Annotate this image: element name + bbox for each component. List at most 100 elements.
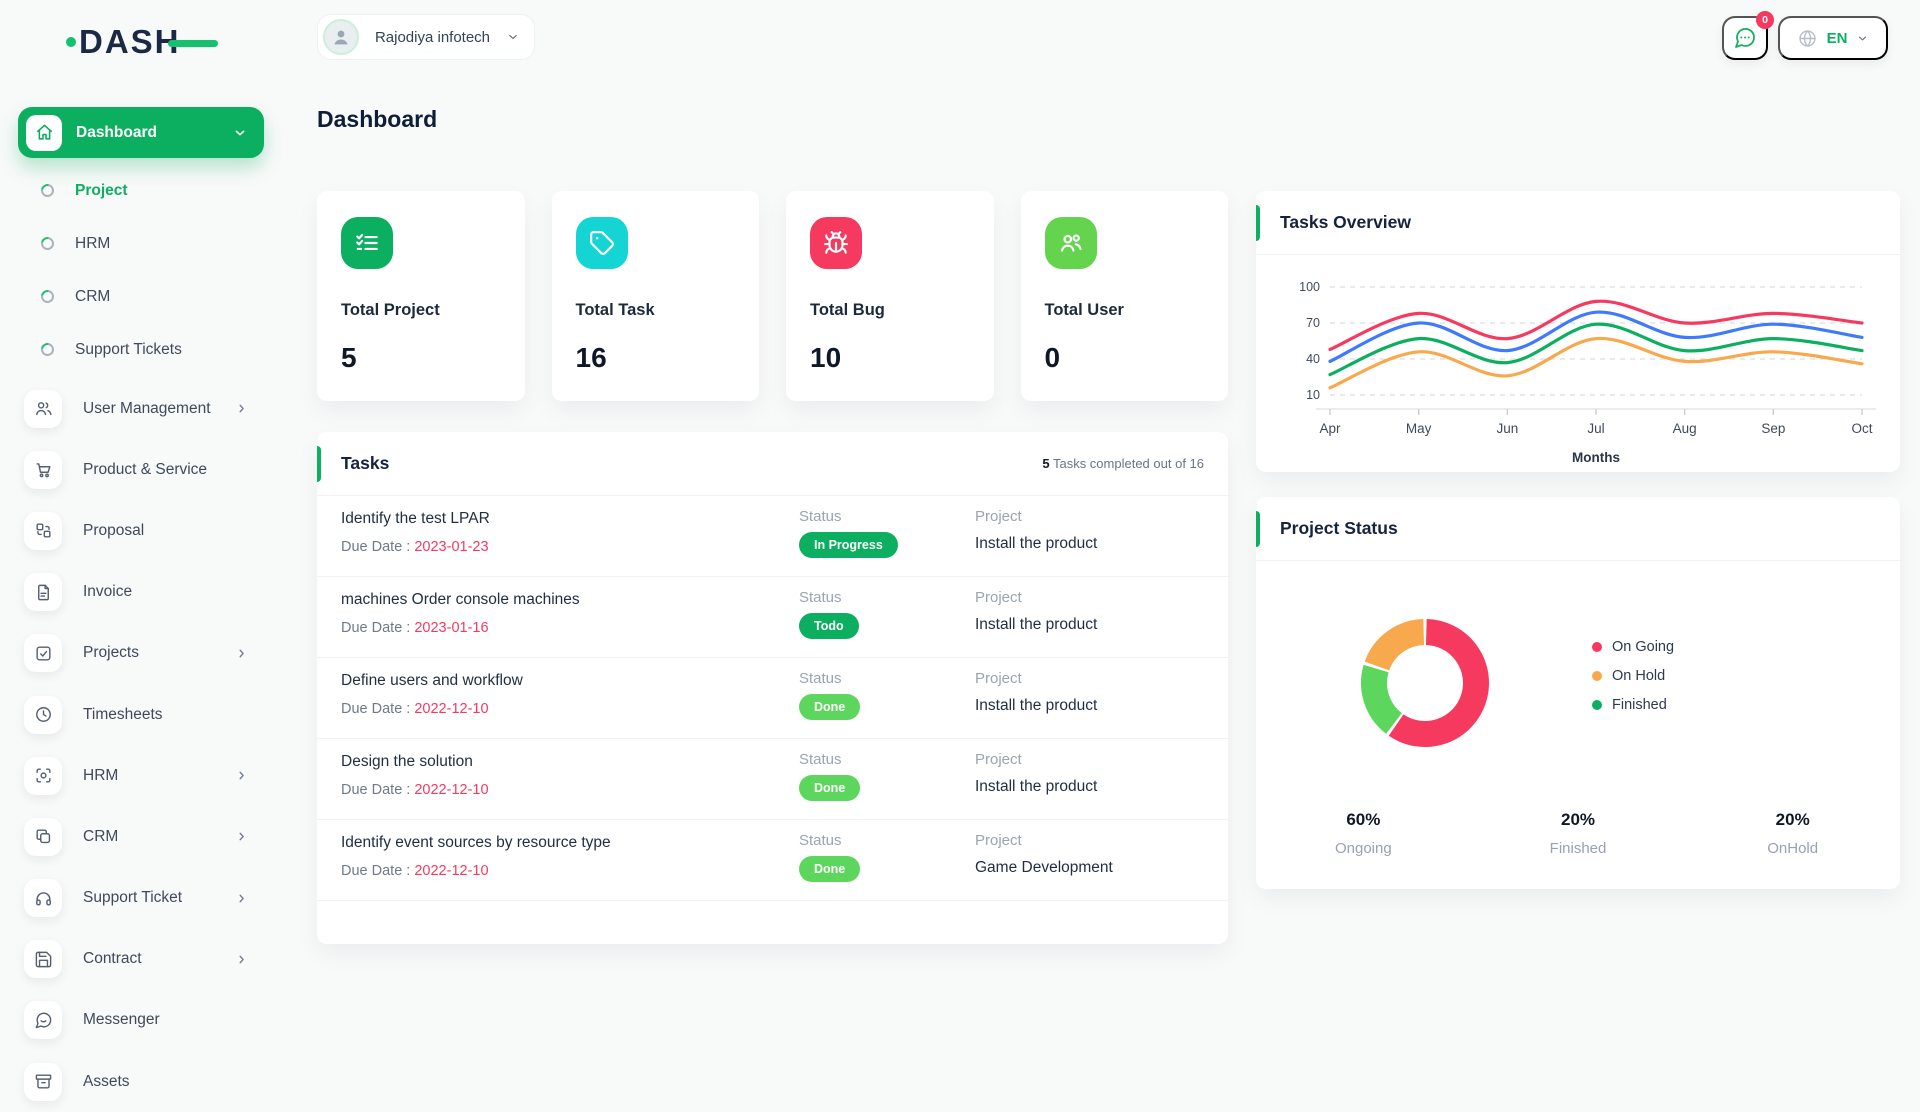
page-title: Dashboard [317,106,438,132]
task-row[interactable]: machines Order console machines Due Date … [317,577,1228,658]
chevron-right-icon [235,769,248,782]
sidebar-item-label: CRM [75,287,111,305]
workspace-selector[interactable]: Rajodiya infotech [317,14,535,60]
sidebar-item-label: HRM [75,234,111,252]
chevron-down-icon [506,30,520,44]
avatar [323,19,359,55]
legend-dot-icon [1592,700,1602,710]
project-status-donut-chart [1335,593,1515,773]
sidebar-item-projects[interactable]: Projects [0,623,290,684]
brand-name: DASH [79,23,181,60]
sidebar-item-timesheets[interactable]: Timesheets [0,684,290,745]
chevron-down-icon [1856,32,1869,45]
chevron-right-icon [235,402,248,415]
sidebar-item-support-ticket[interactable]: Support Ticket [0,868,290,929]
task-title: Design the solution [341,753,473,770]
svg-text:Oct: Oct [1851,421,1872,436]
home-icon [26,114,62,151]
chevron-right-icon [235,647,248,660]
stat-value: 0 [1044,342,1061,373]
sidebar-item-hrm[interactable]: HRM [0,745,290,806]
task-list: Identify the test LPAR Due Date : 2023-01… [317,496,1228,901]
legend-item-on-hold: On Hold [1592,668,1674,684]
file-icon [24,573,62,612]
sidebar-item-assets[interactable]: Assets [0,1051,290,1112]
svg-text:Months: Months [1572,450,1620,465]
donut-stat-label: Ongoing [1334,840,1392,857]
status-badge: Todo [799,613,859,639]
archive-icon [24,1062,62,1101]
bug-icon [810,217,862,269]
task-info: Identify event sources by resource type D… [341,834,611,879]
sidebar-item-label: Project [75,181,128,199]
chevron-right-icon [235,953,248,966]
svg-text:Sep: Sep [1761,421,1785,436]
task-row[interactable]: Define users and workflow Due Date : 2022… [317,658,1228,739]
stat-card-total-task: Total Task 16 [551,191,759,401]
focus-icon [24,756,62,795]
sidebar-item-hrm[interactable]: HRM [0,217,290,270]
tasks-summary: 5 Tasks completed out of 16 [1042,456,1204,471]
legend-label: On Hold [1612,668,1666,684]
status-label: Status [799,832,842,849]
language-selector[interactable]: EN [1778,16,1888,60]
task-status: Status In Progress [799,508,898,558]
task-row[interactable]: Design the solution Due Date : 2022-12-10… [317,739,1228,820]
status-label: Status [799,670,842,687]
task-title: Define users and workflow [341,672,523,689]
task-due-date: Due Date : 2023-01-23 [341,539,489,555]
project-label: Project [975,589,1022,606]
task-info: machines Order console machines Due Date … [341,591,580,636]
save-icon [24,940,62,979]
sidebar-item-dashboard[interactable]: Dashboard [18,107,264,158]
task-title: Identify the test LPAR [341,510,490,527]
logo-dash-icon [168,39,218,47]
legend-label: Finished [1612,697,1667,713]
sidebar-item-crm[interactable]: CRM [0,270,290,323]
sidebar-item-contract[interactable]: Contract [0,929,290,990]
task-row[interactable]: Identify event sources by resource type D… [317,820,1228,901]
donut-stat-finished: 20% Finished [1471,810,1686,857]
donut-stat-onhold: 20% OnHold [1685,810,1900,857]
task-project: Project Install the product [975,589,1097,634]
sidebar-item-label: Timesheets [83,705,163,723]
chevron-down-icon [232,125,248,141]
sidebar-item-label: Support Tickets [75,340,182,358]
project-label: Project [975,670,1022,687]
sidebar-item-project[interactable]: Project [0,164,290,217]
sidebar-item-support-tickets[interactable]: Support Tickets [0,323,290,376]
svg-text:70: 70 [1306,316,1320,330]
task-due-date: Due Date : 2023-01-16 [341,620,489,636]
svg-text:Jul: Jul [1587,421,1604,436]
donut-stat-value: 20% [1775,810,1810,829]
sidebar-item-label: Invoice [83,583,133,601]
sidebar-item-invoice[interactable]: Invoice [0,562,290,623]
brand-logo[interactable]: DASH [66,20,218,64]
sidebar-item-messenger[interactable]: Messenger [0,990,290,1051]
project-name: Install the product [975,535,1098,552]
list-checks-icon [341,217,393,269]
sidebar: DASH Dashboard Project HRM CRM Support Tick… [0,0,290,1101]
legend-item-finished: Finished [1592,697,1674,713]
status-badge: Done [799,775,861,801]
workspace-name: Rajodiya infotech [374,28,491,46]
task-info: Identify the test LPAR Due Date : 2023-01… [341,510,490,555]
sidebar-item-label: Support Ticket [83,889,183,907]
project-label: Project [975,751,1022,768]
task-row[interactable]: Identify the test LPAR Due Date : 2023-01… [317,496,1228,577]
task-project: Project Install the product [975,751,1097,796]
sidebar-item-user-management[interactable]: User Management [0,378,290,439]
sidebar-item-crm[interactable]: CRM [0,806,290,867]
donut-chart-svg [1361,619,1489,747]
sidebar-item-product-service[interactable]: Product & Service [0,439,290,500]
logo-dot-icon [66,37,76,47]
project-name: Game Development [975,859,1113,876]
donut-stat-value: 20% [1560,810,1596,829]
chevron-right-icon [235,830,248,843]
stat-card-total-user: Total User 0 [1020,191,1228,401]
chat-button[interactable]: 0 [1722,11,1774,60]
donut-stat-ongoing: 60% Ongoing [1256,810,1471,857]
sidebar-item-proposal[interactable]: Proposal [0,500,290,561]
svg-text:100: 100 [1299,280,1320,294]
tasks-overview-chart: 10 40 70 100 Apr May Jun Jul Aug Sep Oct Months [1256,255,1900,469]
